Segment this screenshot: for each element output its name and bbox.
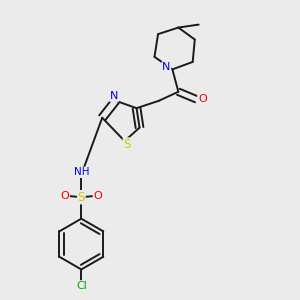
Text: NH: NH bbox=[74, 167, 89, 177]
Text: S: S bbox=[123, 138, 131, 151]
Text: Cl: Cl bbox=[76, 281, 87, 291]
Text: S: S bbox=[78, 191, 85, 204]
Text: N: N bbox=[162, 62, 171, 72]
Text: O: O bbox=[61, 191, 69, 201]
Text: O: O bbox=[198, 94, 207, 104]
Text: N: N bbox=[110, 91, 118, 101]
Text: O: O bbox=[93, 191, 102, 201]
